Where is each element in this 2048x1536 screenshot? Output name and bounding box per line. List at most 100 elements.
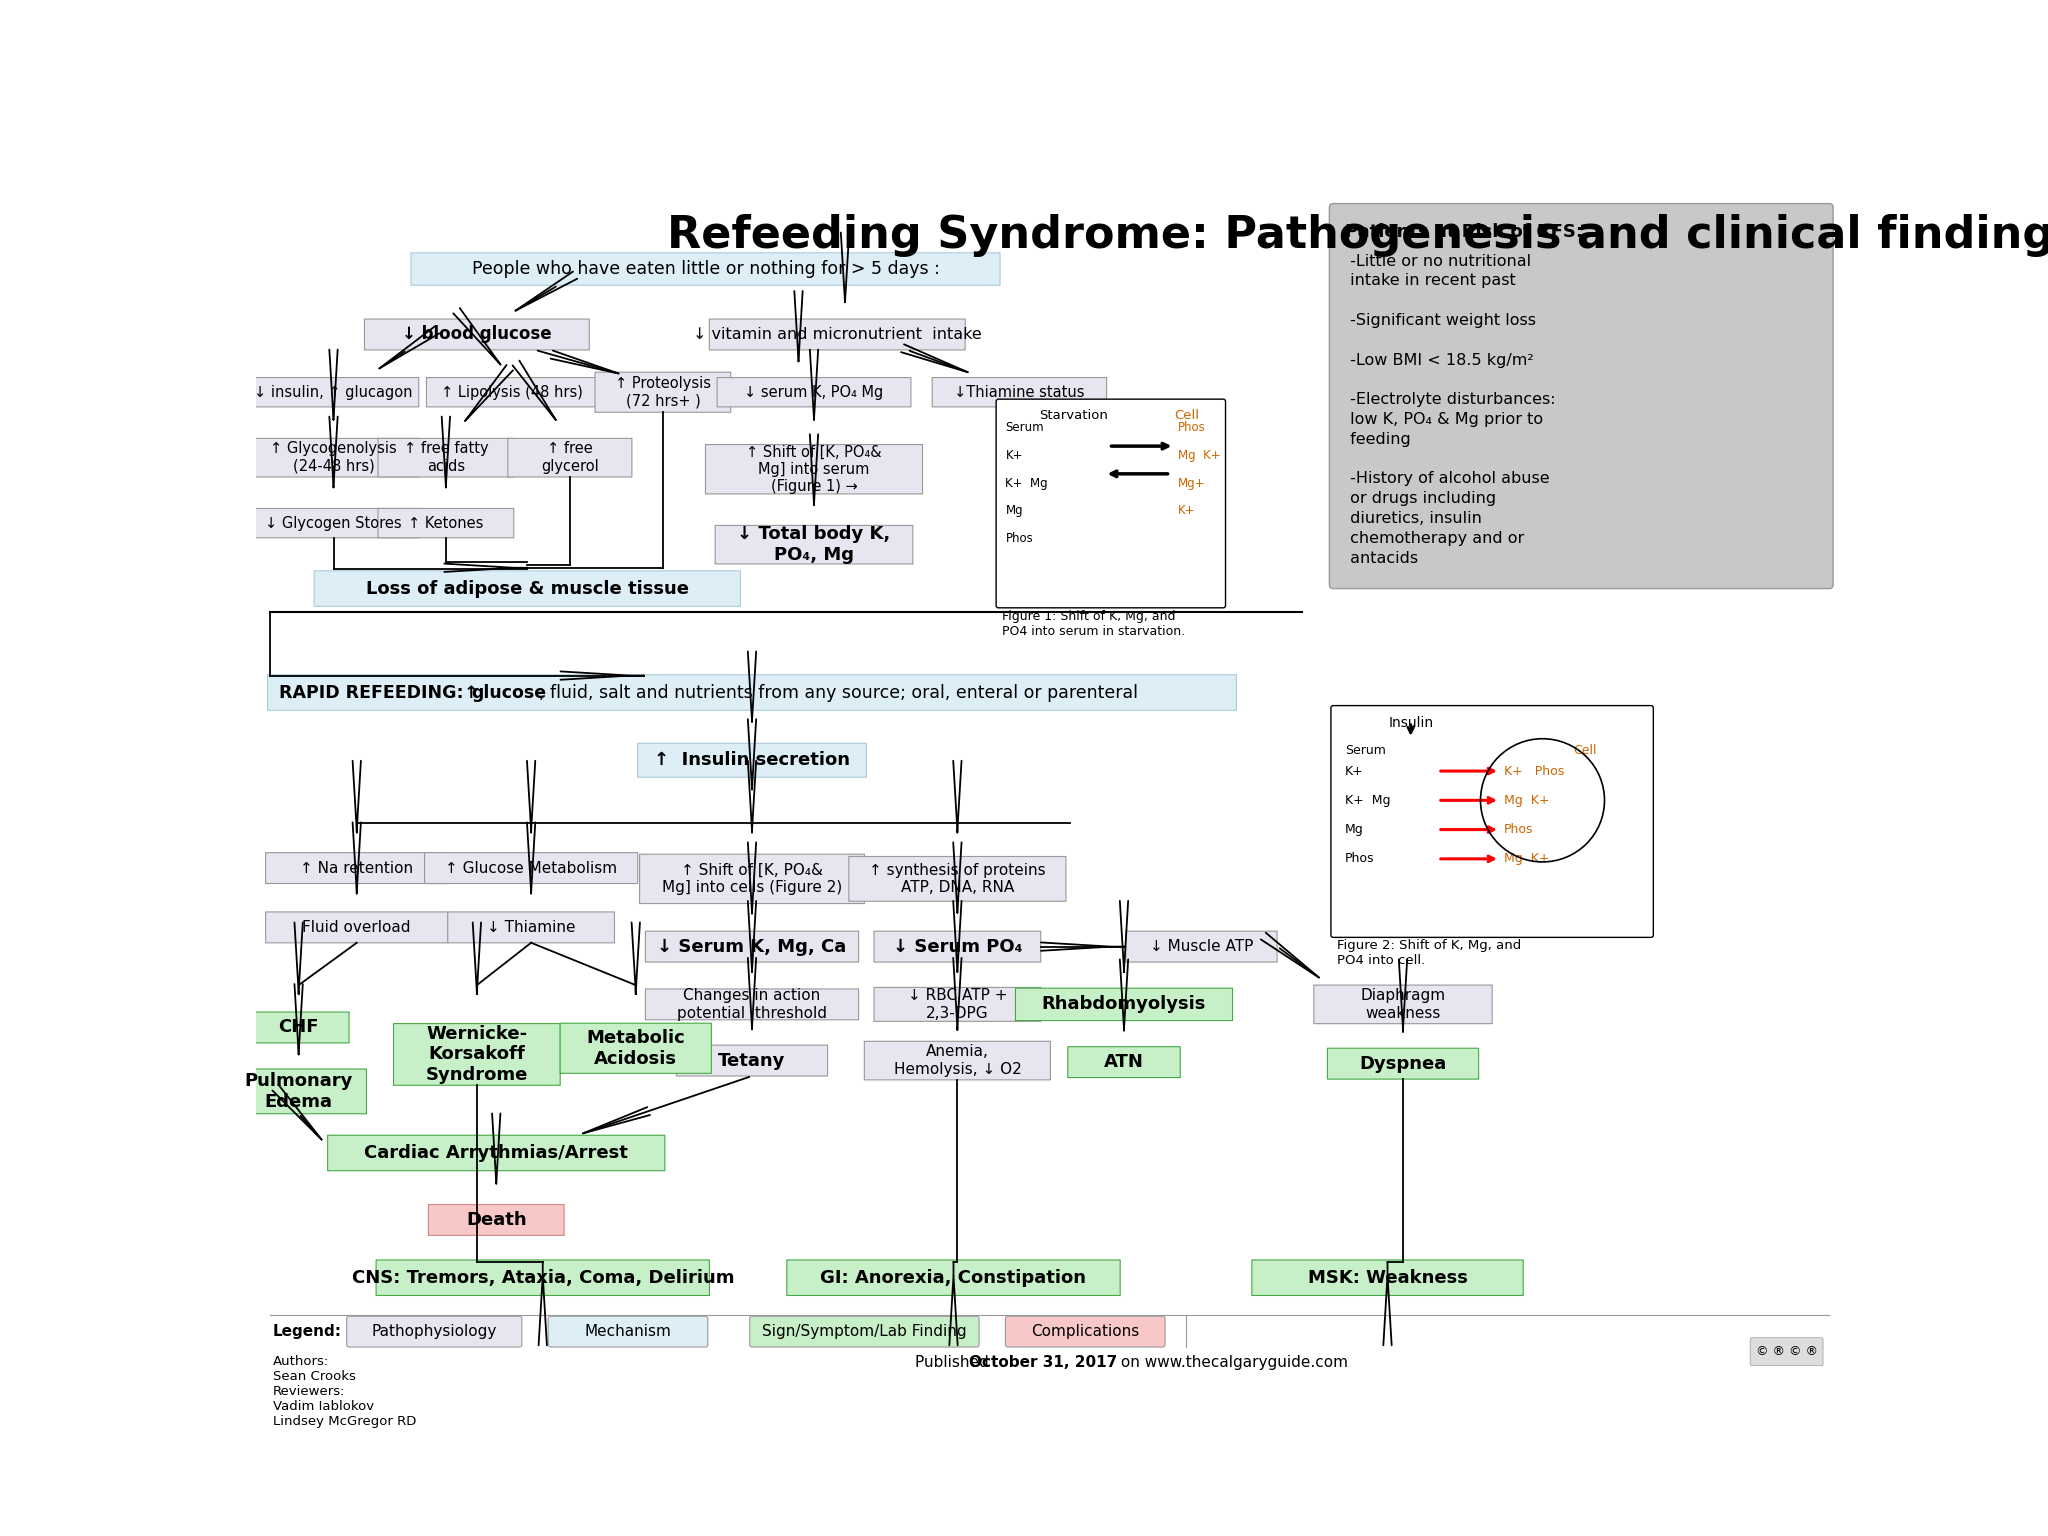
Text: Mechanism: Mechanism <box>584 1324 672 1339</box>
Text: Sign/Symptom/Lab Finding: Sign/Symptom/Lab Finding <box>762 1324 967 1339</box>
Text: ↑: ↑ <box>457 684 483 702</box>
Text: Mg: Mg <box>1346 823 1364 836</box>
Text: Patients at Risk of RFS:: Patients at Risk of RFS: <box>1346 223 1583 241</box>
FancyBboxPatch shape <box>750 1316 979 1347</box>
Text: Figure 2: Shift of K, Mg, and
PO4 into cell.: Figure 2: Shift of K, Mg, and PO4 into c… <box>1337 938 1522 968</box>
FancyBboxPatch shape <box>412 253 999 286</box>
FancyBboxPatch shape <box>1327 1048 1479 1080</box>
FancyBboxPatch shape <box>1329 204 1833 588</box>
Text: Rhabdomyolysis: Rhabdomyolysis <box>1042 995 1206 1014</box>
Text: K+   Phos: K+ Phos <box>1503 765 1565 777</box>
FancyBboxPatch shape <box>549 1316 709 1347</box>
FancyBboxPatch shape <box>676 1044 827 1077</box>
Text: ↓Thiamine status: ↓Thiamine status <box>954 384 1085 399</box>
Text: ↓ vitamin and micronutrient  intake: ↓ vitamin and micronutrient intake <box>692 327 981 343</box>
Text: glucose: glucose <box>471 684 547 702</box>
Text: ↓ insulin, ↑ glucagon: ↓ insulin, ↑ glucagon <box>254 384 414 399</box>
Text: K+  Mg: K+ Mg <box>1346 794 1391 806</box>
FancyBboxPatch shape <box>248 508 418 538</box>
FancyBboxPatch shape <box>426 378 598 407</box>
Text: ↓ RBC ATP +
2,3-DPG: ↓ RBC ATP + 2,3-DPG <box>907 988 1008 1020</box>
FancyBboxPatch shape <box>449 912 614 943</box>
Text: Pathophysiology: Pathophysiology <box>371 1324 498 1339</box>
FancyBboxPatch shape <box>231 1069 367 1114</box>
FancyBboxPatch shape <box>639 854 864 903</box>
Text: Complications: Complications <box>1030 1324 1139 1339</box>
FancyBboxPatch shape <box>1251 1260 1524 1295</box>
Text: CNS: Tremors, Ataxia, Coma, Delirium: CNS: Tremors, Ataxia, Coma, Delirium <box>352 1269 733 1287</box>
Text: Mg  K+: Mg K+ <box>1178 449 1221 462</box>
Text: Metabolic
Acidosis: Metabolic Acidosis <box>586 1029 686 1068</box>
Text: -Little or no nutritional
 intake in recent past

 -Significant weight loss

 -L: -Little or no nutritional intake in rece… <box>1346 253 1556 565</box>
Text: RAPID REFEEDING:: RAPID REFEEDING: <box>279 684 465 702</box>
Text: ↓ Serum K, Mg, Ca: ↓ Serum K, Mg, Ca <box>657 937 846 955</box>
Text: ↑ Glucose Metabolism: ↑ Glucose Metabolism <box>444 860 616 876</box>
FancyBboxPatch shape <box>705 444 922 495</box>
Text: ↓ Thiamine: ↓ Thiamine <box>487 920 575 935</box>
FancyBboxPatch shape <box>365 319 590 350</box>
FancyBboxPatch shape <box>424 852 637 883</box>
Text: Cell: Cell <box>1174 409 1200 422</box>
Text: Mg: Mg <box>1006 504 1024 518</box>
Text: October 31, 2017: October 31, 2017 <box>969 1355 1118 1370</box>
FancyBboxPatch shape <box>1126 931 1278 962</box>
Text: Authors:
Sean Crooks
Reviewers:
Vadim Iablokov
Lindsey McGregor RD: Authors: Sean Crooks Reviewers: Vadim Ia… <box>272 1355 416 1428</box>
FancyBboxPatch shape <box>313 571 741 607</box>
Text: ATN: ATN <box>1104 1054 1145 1071</box>
FancyBboxPatch shape <box>393 1023 561 1086</box>
Text: Cell: Cell <box>1573 743 1597 757</box>
Text: ↑ Shift of [K, PO₄&
Mg] into cells (Figure 2): ↑ Shift of [K, PO₄& Mg] into cells (Figu… <box>662 863 842 895</box>
Text: © ® © ®: © ® © ® <box>1755 1346 1819 1358</box>
Text: Insulin: Insulin <box>1389 716 1434 730</box>
Text: Changes in action
potential  threshold: Changes in action potential threshold <box>678 988 827 1020</box>
Text: Phos: Phos <box>1178 421 1206 435</box>
Text: Phos: Phos <box>1006 531 1032 545</box>
Text: Published: Published <box>915 1355 993 1370</box>
Text: Serum: Serum <box>1006 421 1044 435</box>
FancyBboxPatch shape <box>874 931 1040 962</box>
FancyBboxPatch shape <box>508 438 633 478</box>
FancyBboxPatch shape <box>1016 988 1233 1020</box>
Text: K+: K+ <box>1178 504 1196 518</box>
FancyBboxPatch shape <box>717 378 911 407</box>
Text: Figure 1: Shift of K, Mg, and
PO4 into serum in starvation.: Figure 1: Shift of K, Mg, and PO4 into s… <box>1001 610 1184 637</box>
Text: ↓ Glycogen Stores: ↓ Glycogen Stores <box>264 516 401 530</box>
Text: K+: K+ <box>1006 449 1022 462</box>
Text: Cardiac Arrythmias/Arrest: Cardiac Arrythmias/Arrest <box>365 1144 629 1161</box>
FancyBboxPatch shape <box>268 674 1237 710</box>
FancyBboxPatch shape <box>637 743 866 777</box>
Text: K+  Mg: K+ Mg <box>1006 476 1049 490</box>
FancyBboxPatch shape <box>266 852 449 883</box>
Text: ↑ Shift of [K, PO₄&
Mg] into serum
(Figure 1) →: ↑ Shift of [K, PO₄& Mg] into serum (Figu… <box>745 444 883 495</box>
Text: Phos: Phos <box>1346 852 1374 865</box>
FancyBboxPatch shape <box>645 989 858 1020</box>
Text: Phos: Phos <box>1503 823 1534 836</box>
Text: ↓ Serum PO₄: ↓ Serum PO₄ <box>893 937 1022 955</box>
FancyBboxPatch shape <box>715 525 913 564</box>
FancyBboxPatch shape <box>1006 1316 1165 1347</box>
Text: Loss of adipose & muscle tissue: Loss of adipose & muscle tissue <box>367 579 688 598</box>
FancyBboxPatch shape <box>428 1204 563 1235</box>
Text: Legend:: Legend: <box>272 1324 342 1339</box>
FancyBboxPatch shape <box>266 912 449 943</box>
FancyBboxPatch shape <box>932 378 1106 407</box>
Text: Wernicke-
Korsakoff
Syndrome: Wernicke- Korsakoff Syndrome <box>426 1025 528 1084</box>
Text: ↑ Na retention: ↑ Na retention <box>301 860 414 876</box>
Text: MSK: Weakness: MSK: Weakness <box>1307 1269 1468 1287</box>
FancyBboxPatch shape <box>995 399 1225 608</box>
FancyBboxPatch shape <box>596 372 731 412</box>
Text: Death: Death <box>467 1210 526 1229</box>
Text: CHF: CHF <box>279 1018 319 1037</box>
Text: ↑ free
glycerol: ↑ free glycerol <box>541 441 598 475</box>
Text: People who have eaten little or nothing for > 5 days :: People who have eaten little or nothing … <box>471 260 940 278</box>
Text: ↑ Proteolysis
(72 hrs+ ): ↑ Proteolysis (72 hrs+ ) <box>614 376 711 409</box>
FancyBboxPatch shape <box>848 857 1065 902</box>
FancyBboxPatch shape <box>645 931 858 962</box>
FancyBboxPatch shape <box>1751 1338 1823 1366</box>
Text: K+: K+ <box>1346 765 1364 777</box>
Text: Serum: Serum <box>1346 743 1386 757</box>
FancyBboxPatch shape <box>786 1260 1120 1295</box>
Text: Tetany: Tetany <box>719 1052 786 1069</box>
Text: GI: Anorexia, Constipation: GI: Anorexia, Constipation <box>821 1269 1087 1287</box>
Text: Mg  K+: Mg K+ <box>1503 794 1548 806</box>
